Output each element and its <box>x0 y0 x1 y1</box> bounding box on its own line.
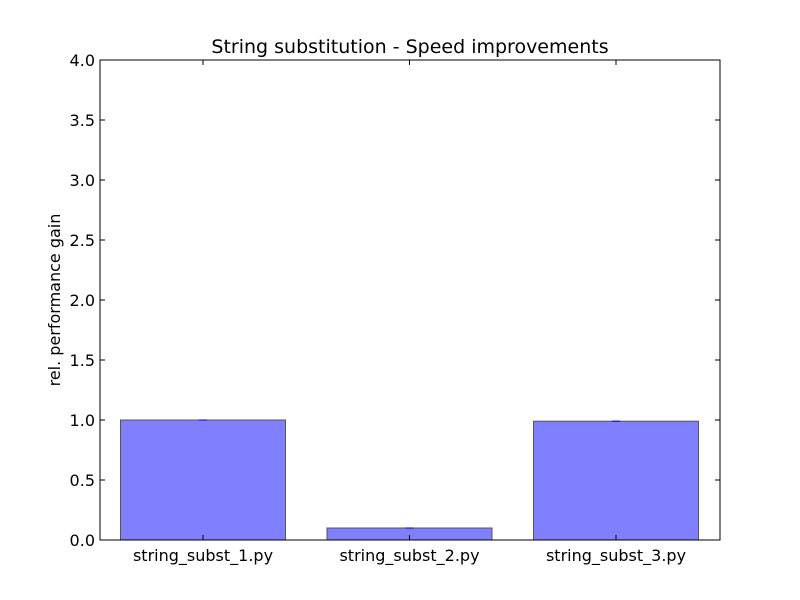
y-tick-label: 0.5 <box>70 471 95 490</box>
y-tick-label: 1.5 <box>70 351 95 370</box>
bar-3 <box>533 420 699 541</box>
y-tick-label: 3.0 <box>70 171 95 190</box>
y-tick-label: 3.5 <box>70 111 95 130</box>
ticks: string_subst_1.py string_subst_2.py string… <box>70 51 720 566</box>
y-tick-label: 2.0 <box>70 291 95 310</box>
y-axis-label: rel. performance gain <box>45 214 64 387</box>
bars <box>120 419 699 541</box>
y-tick-label: 2.5 <box>70 231 95 250</box>
y-tick-label: 0.0 <box>70 531 95 550</box>
y-tick-label: 1.0 <box>70 411 95 430</box>
x-tick-label: string_subst_1.py <box>133 546 273 566</box>
x-tick-label: string_subst_3.py <box>546 546 686 566</box>
y-tick-label: 4.0 <box>70 51 95 70</box>
chart-title: String substitution - Speed improvements <box>211 36 608 58</box>
plot-frame <box>99 59 721 541</box>
bar-1 <box>120 419 286 541</box>
x-tick-label: string_subst_2.py <box>339 546 479 566</box>
